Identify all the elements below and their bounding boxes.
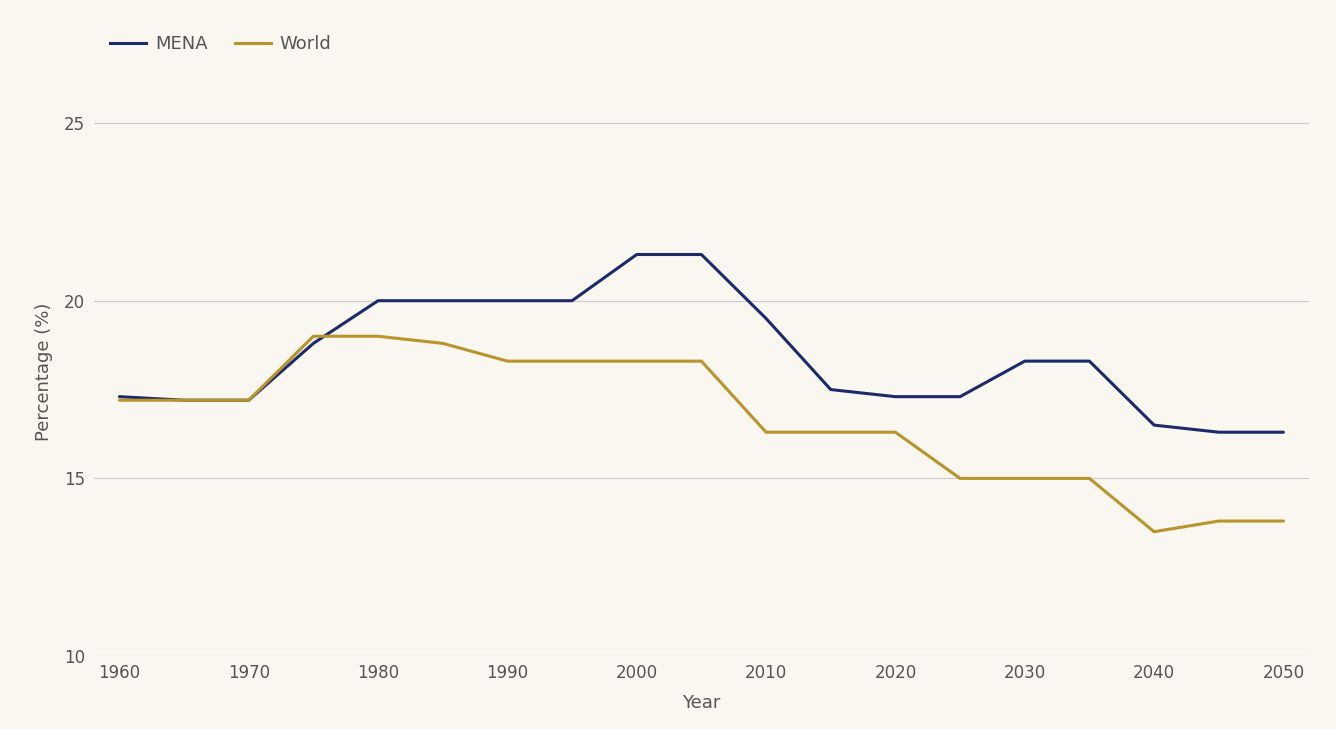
X-axis label: Year: Year <box>683 693 720 712</box>
Legend: MENA, World: MENA, World <box>103 28 339 61</box>
Y-axis label: Percentage (%): Percentage (%) <box>35 303 53 441</box>
